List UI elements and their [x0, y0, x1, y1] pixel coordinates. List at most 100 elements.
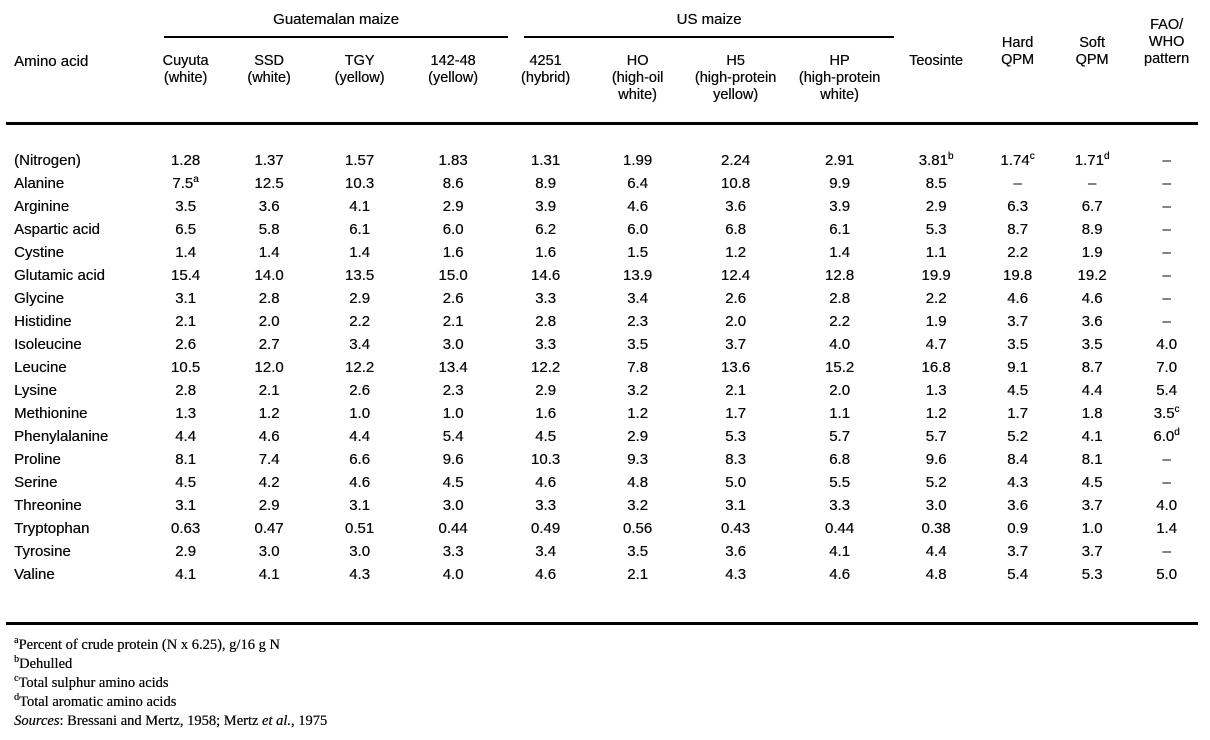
value-cell: 7.4 — [258, 451, 280, 468]
value-cell: 0.43 — [720, 520, 751, 537]
footnote-marker: b — [947, 151, 954, 162]
table-row: Threonine 3.1 2.9 3.1 3.0 3.3 3.2 3.1 3.3 3.0 3.6 3… — [6, 494, 1204, 517]
value-cell: 1.28 — [170, 152, 201, 169]
value-cell: 4.0 — [442, 566, 464, 583]
column-header-line: HO — [626, 53, 649, 69]
value-cell: 12.2 — [530, 359, 561, 376]
table-row: Leucine 10.5 12.0 12.2 13.4 12.2 7.8 13.6 15.2 16… — [6, 356, 1204, 379]
value-cell: 7.0 — [1156, 359, 1177, 376]
value-cell: 12.4 — [720, 267, 751, 284]
row-label: Glutamic acid — [14, 267, 105, 284]
value-cell: 4.4 — [175, 428, 196, 445]
value-cell: 5.7 — [829, 428, 850, 445]
value-cell: 10.8 — [720, 175, 751, 192]
value-cell: 1.9 — [925, 313, 947, 330]
column-header-line: FAO/ — [1149, 17, 1184, 33]
value-cell: 1.4 — [175, 244, 196, 261]
column-header-line: (yellow) — [428, 70, 478, 86]
footnote-marker: c — [14, 673, 19, 685]
value-cell: 3.5 — [1081, 336, 1103, 353]
value-cell: 9.3 — [627, 451, 648, 468]
value-cell: 3.4 — [349, 336, 370, 353]
footnote-line: aPercent of crude protein (N x 6.25), g/… — [14, 635, 280, 653]
value-cell: 1.2 — [725, 244, 746, 261]
value-cell: 6.7 — [1081, 198, 1103, 215]
value-cell: 1.3 — [925, 382, 947, 399]
value-cell: 1.0 — [349, 405, 370, 422]
value-cell: 2.8 — [535, 313, 556, 330]
sources-text: Sources — [14, 713, 60, 729]
value-cell: – — [1162, 313, 1171, 330]
column-header-line: 142-48 — [430, 53, 476, 69]
value-cell: 3.4 — [535, 543, 556, 560]
value-cell: 1.1 — [925, 244, 947, 261]
row-label: Serine — [14, 474, 58, 491]
value-cell: 9.1 — [1007, 359, 1028, 376]
footnotes-block: aPercent of crude protein (N x 6.25), g/… — [6, 636, 1210, 731]
column-header-line: (high-oil — [611, 70, 664, 86]
value-cell: 2.0 — [258, 313, 280, 330]
value-cell: 12.5 — [254, 175, 284, 192]
value-cell: 4.1 — [175, 566, 196, 583]
column-header-hard-qpm: Hard QPM — [980, 6, 1055, 104]
sources-text: : Bressani and Mertz, 1958; Mertz — [59, 713, 262, 729]
value-cell: 2.1 — [442, 313, 464, 330]
value-cell: 10.5 — [170, 359, 201, 376]
value-cell: 2.9 — [627, 428, 648, 445]
value-cell: 3.1 — [175, 497, 196, 514]
value-cell: 8.1 — [175, 451, 196, 468]
value-cell: 6.3 — [1007, 198, 1028, 215]
row-label: Threonine — [14, 497, 82, 514]
value-cell: 1.4 — [258, 244, 280, 261]
value-cell: 3.4 — [627, 290, 648, 307]
row-label: Proline — [14, 451, 61, 468]
row-label: Aspartic acid — [14, 221, 100, 238]
column-header-fao-who-pattern: FAO/WHO pattern — [1129, 6, 1204, 104]
value-cell: 5.3 — [925, 221, 947, 238]
table-row: Lysine 2.8 2.1 2.6 2.3 2.9 3.2 2.1 2.0 1.3 4.5 4.4 5… — [6, 379, 1204, 402]
table-row: Alanine 7.5a 12.5 10.3 8.6 8.9 6.4 10.8 9.9 8.5 – –… — [6, 172, 1204, 195]
value-cell: 8.9 — [535, 175, 556, 192]
value-cell: 19.8 — [1002, 267, 1033, 284]
column-header-4251-hybrid: 4251 (hybrid) — [500, 6, 591, 104]
value-cell: 2.6 — [175, 336, 196, 353]
row-label: Valine — [14, 566, 55, 583]
value-cell: 1.2 — [925, 405, 947, 422]
value-cell: 3.6 — [725, 543, 746, 560]
value-cell: 2.7 — [258, 336, 280, 353]
value-cell: 1.2 — [627, 405, 648, 422]
value-cell: 4.6 — [1007, 290, 1028, 307]
value-cell: 3.7 — [1081, 543, 1103, 560]
value-cell: 14.0 — [254, 267, 284, 284]
value-cell: 1.4 — [349, 244, 370, 261]
table-row: Aspartic acid 6.5 5.8 6.1 6.0 6.2 6.0 6.8 6.1 5.3… — [6, 218, 1204, 241]
value-cell: 0.63 — [170, 520, 201, 537]
value-cell: 2.3 — [442, 382, 464, 399]
value-cell: 1.83 — [438, 152, 468, 169]
value-cell: 8.7 — [1007, 221, 1028, 238]
value-cell: 0.44 — [438, 520, 468, 537]
value-cell: 15.0 — [438, 267, 468, 284]
value-cell: 3.3 — [535, 290, 556, 307]
value-cell: 1.99 — [622, 152, 653, 169]
row-label: Lysine — [14, 382, 57, 399]
value-cell: 1.57 — [344, 152, 375, 169]
value-cell: 1.8 — [1081, 405, 1103, 422]
value-cell: 19.2 — [1077, 267, 1107, 284]
column-header-line: (high-protein — [798, 70, 881, 86]
column-header-line: WHO — [1148, 34, 1185, 50]
column-header-line: white) — [618, 87, 657, 103]
value-cell: 3.7 — [1007, 543, 1028, 560]
table-row: Valine 4.1 4.1 4.3 4.0 4.6 2.1 4.3 4.6 4.8 5.4 5.3 5… — [6, 563, 1204, 586]
value-cell: 4.8 — [627, 474, 648, 491]
value-cell: 2.6 — [725, 290, 746, 307]
column-header-ho-high-oil-white: HO (high-oil white) — [591, 6, 684, 104]
value-cell: 5.0 — [725, 474, 746, 491]
value-cell: 4.1 — [258, 566, 280, 583]
value-cell: 2.0 — [829, 382, 850, 399]
value-cell: 3.9 — [829, 198, 850, 215]
value-cell: – — [1087, 175, 1097, 192]
column-header-hp-high-protein-white: HP (high-protein white) — [787, 6, 892, 104]
value-cell: 2.9 — [175, 543, 196, 560]
